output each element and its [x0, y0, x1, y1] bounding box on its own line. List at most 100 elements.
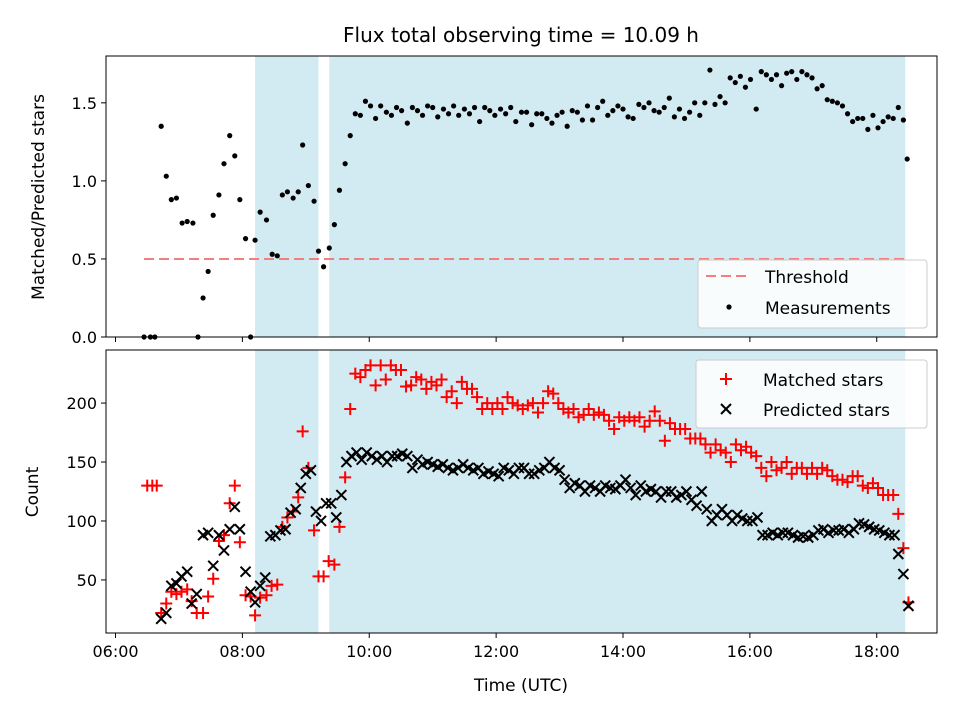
measurement-point [362, 98, 369, 104]
measurement-point [529, 122, 535, 128]
measurement-point [778, 83, 785, 89]
measurement-point [404, 120, 410, 126]
matched-star-point [704, 446, 717, 459]
predicted-star-point [558, 474, 571, 486]
predicted-star-point [457, 458, 469, 471]
measurement-point [737, 73, 743, 79]
predicted-star-point [325, 497, 337, 509]
matched-star-point [836, 473, 849, 486]
measurement-point [717, 93, 723, 100]
matched-star-point [856, 479, 869, 492]
y-tick-label: 1.0 [72, 172, 97, 191]
matched-star-point [608, 423, 621, 436]
predicted-star-point [315, 515, 327, 527]
predicted-star-point [756, 529, 769, 541]
measurement-point [610, 108, 616, 114]
predicted-star-point [305, 464, 317, 476]
x-tick-label: 06:00 [92, 642, 138, 661]
predicted-star-point [492, 470, 505, 482]
matched-star-point [435, 373, 448, 386]
predicted-legend-label: Predicted stars [763, 401, 890, 421]
count-legend: Matched stars Predicted stars [695, 359, 928, 429]
measurement-point [784, 70, 790, 76]
measurement-point [523, 109, 530, 115]
measurement-point [336, 187, 343, 193]
measurement-point [227, 133, 233, 139]
matched-star-point [648, 405, 661, 418]
measurement-point [466, 111, 473, 117]
x-tick-label: 08:00 [219, 642, 265, 661]
matched-star-point [724, 456, 737, 469]
matched-star-point [572, 411, 585, 424]
predicted-star-point [350, 446, 363, 459]
predicted-star-point [777, 527, 789, 539]
matched-legend-swatch [720, 373, 732, 385]
matched-star-point [506, 397, 519, 410]
measurement-point [311, 198, 317, 204]
measurement-point [890, 115, 896, 122]
measurement-point [666, 95, 672, 101]
matched-star-point [496, 402, 509, 415]
predicted-star-point [888, 529, 901, 541]
matched-star-point [296, 425, 309, 438]
matched-star-point [770, 464, 783, 477]
matched-star-point [719, 446, 732, 459]
measurement-point [895, 104, 901, 111]
measurement-point [300, 142, 306, 148]
matched-star-point [249, 609, 262, 622]
measurement-point [865, 126, 871, 132]
measurement-point [702, 100, 708, 106]
matched-star-point [679, 423, 692, 436]
predicted-star-point [452, 462, 464, 474]
matched-star-point [552, 397, 565, 410]
measurement-point [804, 72, 810, 78]
measurement-point [252, 237, 258, 243]
matched-star-point [207, 572, 220, 585]
measurement-point [860, 115, 866, 122]
predicted-star-point [843, 527, 855, 539]
predicted-star-point [386, 450, 398, 462]
measurement-point [646, 100, 652, 106]
predicted-star-point [892, 548, 905, 560]
measurement-point [753, 106, 759, 112]
matched-star-point [750, 450, 763, 463]
measurement-point [409, 104, 415, 111]
matched-star-point [228, 479, 241, 492]
predicted-star-point [239, 565, 252, 578]
predicted-star-point [361, 446, 373, 459]
predicted-star-point [751, 511, 764, 524]
measurement-point [242, 236, 249, 242]
matched-star-point [440, 391, 453, 404]
ratio-legend-box [697, 259, 928, 329]
measurement-point [326, 245, 332, 251]
measurement-point [687, 109, 693, 115]
predicted-star-point [902, 600, 915, 612]
measurement-point [173, 195, 180, 201]
measurement-point [163, 173, 169, 179]
predicted-star-point [629, 489, 642, 501]
measurement-point [257, 209, 263, 215]
count-panel: 50 100 150 200 06:00 08:00 10:00 12:00 14:00 16:… [23, 349, 938, 696]
matched-star-point [476, 402, 489, 415]
matched-star-point [542, 385, 555, 398]
measurement-point [451, 103, 457, 109]
predicted-star-point [513, 462, 525, 474]
measurement-point [461, 106, 468, 112]
measurement-point [508, 104, 514, 111]
measurement-point [435, 114, 441, 120]
measurement-point [605, 112, 611, 118]
predicted-star-point [437, 458, 449, 471]
matched-star-point [816, 461, 829, 474]
y-tick-label: 1.5 [72, 94, 97, 113]
measurement-point [641, 104, 647, 111]
measurement-point [742, 84, 749, 90]
measurement-point [732, 79, 738, 86]
matched-star-point [526, 397, 539, 410]
x-tick-label: 16:00 [727, 642, 773, 661]
matched-star-point [491, 397, 504, 410]
measurement-point [388, 112, 395, 118]
measurement-point [414, 108, 421, 114]
measurement-point [544, 115, 550, 122]
matched-star-point [887, 489, 900, 502]
measurement-point [539, 111, 545, 117]
